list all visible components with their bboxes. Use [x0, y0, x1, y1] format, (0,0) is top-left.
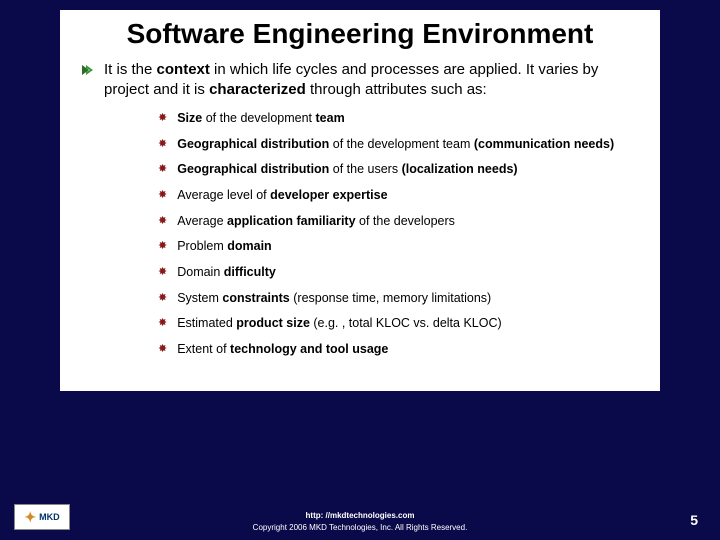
intro-row: It is the context in which life cycles a… — [80, 60, 640, 99]
sub-bullet-list: ✸ Size of the development team ✸ Geographic… — [158, 111, 640, 357]
sub-bullet-text: Size of the development team — [177, 111, 344, 127]
slide-footer: ✦ MKD http: //mkdtechnologies.com Copyri… — [0, 494, 720, 540]
sub-bullet-row: ✸ Average level of developer expertise — [158, 188, 640, 204]
slide-title: Software Engineering Environment — [80, 18, 640, 50]
star-bullet-icon: ✸ — [158, 267, 167, 278]
sub-bullet-text: System constraints (response time, memor… — [177, 291, 491, 307]
sub-bullet-text: Average level of developer expertise — [177, 188, 387, 204]
sub-bullet-row: ✸ System constraints (response time, memo… — [158, 291, 640, 307]
star-bullet-icon: ✸ — [158, 190, 167, 201]
star-bullet-icon: ✸ — [158, 318, 167, 329]
footer-center-text: http: //mkdtechnologies.com Copyright 20… — [0, 510, 720, 534]
sub-bullet-row: ✸ Domain difficulty — [158, 265, 640, 281]
sub-bullet-text: Domain difficulty — [177, 265, 276, 281]
sub-bullet-row: ✸ Geographical distribution of the develo… — [158, 137, 640, 153]
sub-bullet-row: ✸ Problem domain — [158, 239, 640, 255]
sub-bullet-row: ✸ Geographical distribution of the users … — [158, 162, 640, 178]
page-number: 5 — [690, 512, 698, 528]
sub-bullet-row: ✸ Average application familiarity of the … — [158, 214, 640, 230]
footer-copyright: Copyright 2006 MKD Technologies, Inc. Al… — [0, 522, 720, 534]
sub-bullet-row: ✸ Size of the development team — [158, 111, 640, 127]
star-bullet-icon: ✸ — [158, 293, 167, 304]
arrow-bullet-icon — [80, 63, 94, 77]
star-bullet-icon: ✸ — [158, 216, 167, 227]
star-bullet-icon: ✸ — [158, 164, 167, 175]
sub-bullet-text: Estimated product size (e.g. , total KLO… — [177, 316, 501, 332]
star-bullet-icon: ✸ — [158, 139, 167, 150]
sub-bullet-text: Geographical distribution of the users (… — [177, 162, 517, 178]
sub-bullet-text: Problem domain — [177, 239, 271, 255]
slide-content-panel: Software Engineering Environment It is t… — [60, 10, 660, 391]
sub-bullet-row: ✸ Extent of technology and tool usage — [158, 342, 640, 358]
sub-bullet-text: Extent of technology and tool usage — [177, 342, 388, 358]
sub-bullet-text: Geographical distribution of the develop… — [177, 137, 614, 153]
sub-bullet-text: Average application familiarity of the d… — [177, 214, 455, 230]
star-bullet-icon: ✸ — [158, 113, 167, 124]
star-bullet-icon: ✸ — [158, 344, 167, 355]
sub-bullet-row: ✸ Estimated product size (e.g. , total KL… — [158, 316, 640, 332]
star-bullet-icon: ✸ — [158, 241, 167, 252]
intro-text: It is the context in which life cycles a… — [104, 60, 640, 99]
footer-url: http: //mkdtechnologies.com — [0, 510, 720, 522]
